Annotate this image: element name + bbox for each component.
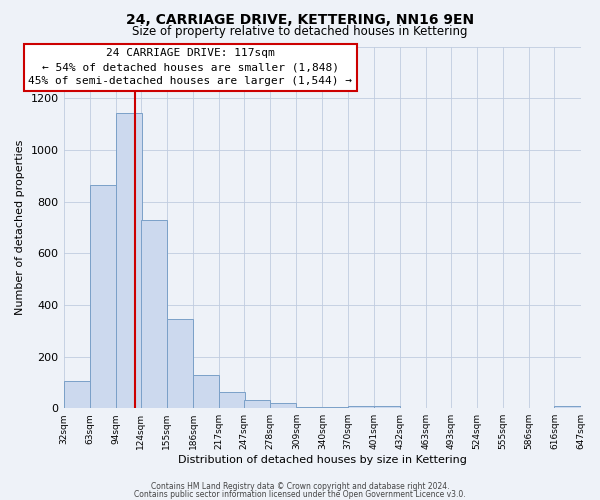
- Text: Contains HM Land Registry data © Crown copyright and database right 2024.: Contains HM Land Registry data © Crown c…: [151, 482, 449, 491]
- Bar: [347, 406, 374, 408]
- Bar: [244, 400, 271, 408]
- Bar: [167, 319, 193, 408]
- Bar: [271, 403, 296, 408]
- Text: 24, CARRIAGE DRIVE, KETTERING, NN16 9EN: 24, CARRIAGE DRIVE, KETTERING, NN16 9EN: [126, 12, 474, 26]
- Bar: [116, 112, 142, 408]
- Bar: [296, 407, 322, 408]
- Y-axis label: Number of detached properties: Number of detached properties: [15, 140, 25, 315]
- Text: 24 CARRIAGE DRIVE: 117sqm
← 54% of detached houses are smaller (1,848)
45% of se: 24 CARRIAGE DRIVE: 117sqm ← 54% of detac…: [28, 48, 352, 86]
- Bar: [322, 407, 349, 408]
- Bar: [219, 392, 245, 408]
- Text: Size of property relative to detached houses in Kettering: Size of property relative to detached ho…: [132, 25, 468, 38]
- Bar: [193, 374, 219, 408]
- Bar: [374, 406, 400, 408]
- Bar: [89, 185, 116, 408]
- Bar: [141, 220, 167, 408]
- Bar: [64, 380, 89, 408]
- Text: Contains public sector information licensed under the Open Government Licence v3: Contains public sector information licen…: [134, 490, 466, 499]
- X-axis label: Distribution of detached houses by size in Kettering: Distribution of detached houses by size …: [178, 455, 466, 465]
- Bar: [554, 406, 581, 408]
